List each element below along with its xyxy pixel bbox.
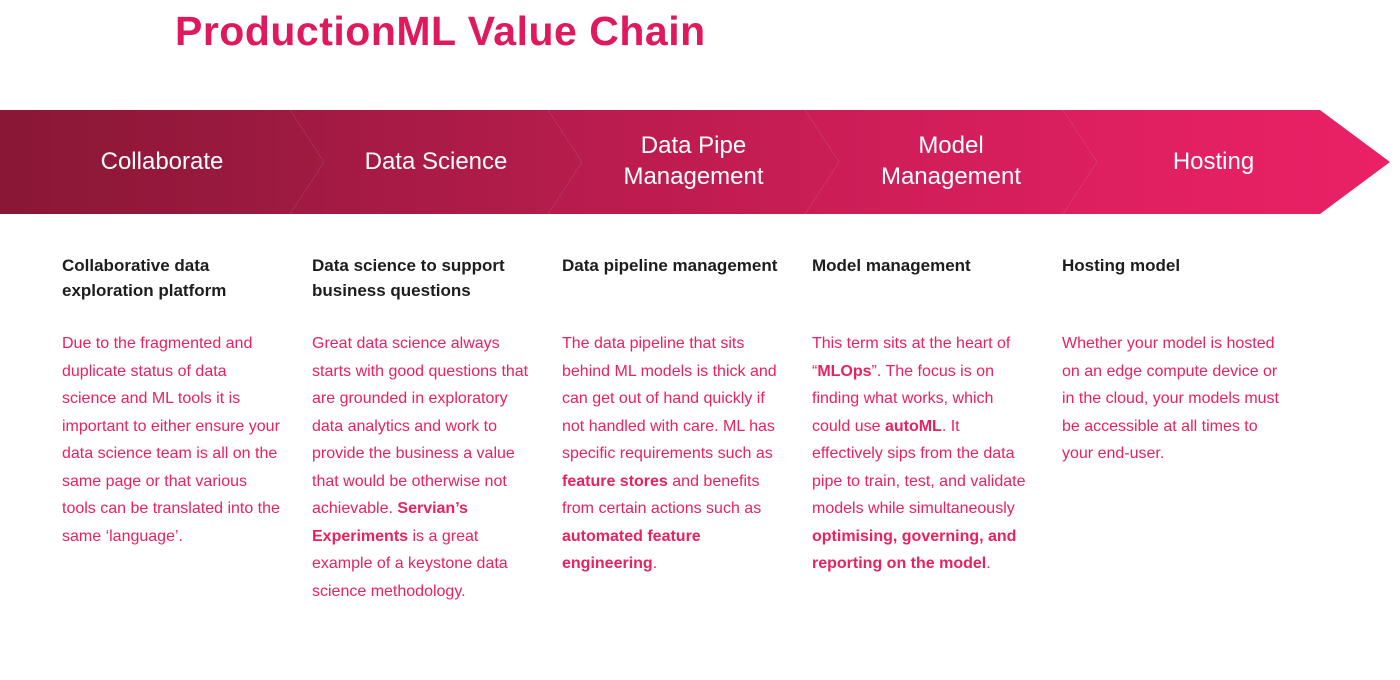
column-data-pipeline-body: The data pipeline that sits behind ML mo…: [562, 335, 777, 573]
page-title: ProductionML Value Chain: [175, 8, 706, 54]
column-hosting: Hosting model Whether your model is host…: [1062, 254, 1280, 605]
column-data-science-heading: Data science to support business questio…: [312, 256, 505, 300]
stage-collaborate: Collaborate: [0, 110, 324, 214]
column-collaborate-body: Due to the fragmented and duplicate stat…: [62, 335, 280, 545]
column-data-pipeline-heading: Data pipeline management: [562, 256, 778, 275]
stage-data-pipe-management: Data Pipe Management: [548, 110, 839, 214]
stage-data-science: Data Science: [290, 110, 582, 214]
stage-model-management: Model Management: [805, 110, 1097, 214]
stage-hosting: Hosting: [1063, 110, 1390, 214]
stage-model-management-label: Model Management: [880, 132, 1022, 190]
column-data-science: Data science to support business questio…: [312, 254, 530, 605]
stage-collaborate-label: Collaborate: [100, 147, 224, 175]
description-columns: Collaborative data exploration platform …: [62, 254, 1280, 605]
column-data-pipeline: Data pipeline management The data pipeli…: [562, 254, 780, 605]
column-hosting-body: Whether your model is hosted on an edge …: [1062, 335, 1279, 463]
column-collaborate-heading: Collaborative data exploration platform: [62, 256, 227, 300]
stage-data-science-label: Data Science: [364, 147, 508, 175]
column-hosting-heading: Hosting model: [1062, 256, 1181, 275]
column-collaborate: Collaborative data exploration platform …: [62, 254, 280, 605]
column-data-science-body: Great data science always starts with go…: [312, 335, 529, 600]
stage-hosting-label: Hosting: [1172, 147, 1255, 175]
stage-data-pipe-management-label: Data Pipe Management: [623, 132, 764, 190]
column-model-management: Model management This term sits at the h…: [812, 254, 1030, 605]
value-chain-banner: Collaborate Data Science Data Pipe Manag…: [0, 110, 1400, 214]
column-model-management-heading: Model management: [812, 256, 971, 275]
column-model-management-body: This term sits at the heart of “MLOps”. …: [812, 335, 1026, 573]
